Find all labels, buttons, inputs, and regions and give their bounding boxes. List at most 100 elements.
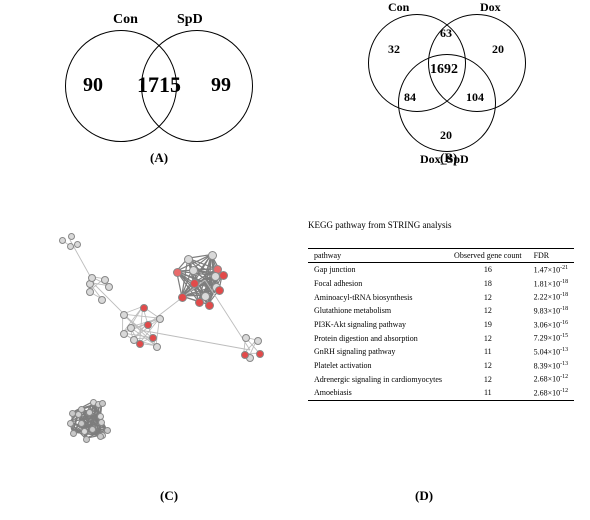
venn-b-count-con-dox: 63 [440,26,452,41]
kegg-cell-count: 12 [448,331,528,345]
kegg-cell-pathway: PI3K-Akt signaling pathway [308,318,448,332]
network-node [98,419,105,426]
kegg-cell-fdr: 8.39×10-13 [528,359,575,373]
kegg-row: Aminoacyl-tRNA biosynthesis122.22×10-18 [308,290,574,304]
network-node [242,334,250,342]
kegg-header-row: pathway Observed gene count FDR [308,249,574,263]
network-nodes-layer [30,200,290,470]
kegg-cell-count: 12 [448,359,528,373]
kegg-cell-pathway: Amoebiasis [308,386,448,400]
network-node [120,330,128,338]
kegg-cell-fdr: 2.22×10-18 [528,290,575,304]
panel-c-network [30,200,290,470]
kegg-cell-pathway: GnRH signaling pathway [308,345,448,359]
kegg-cell-pathway: Platelet activation [308,359,448,373]
kegg-cell-fdr: 5.04×10-13 [528,345,575,359]
kegg-cell-fdr: 1.47×10-21 [528,263,575,277]
network-node [256,350,264,358]
network-node [241,351,249,359]
kegg-cell-pathway: Adrenergic signaling in cardiomyocytes [308,372,448,386]
network-node [89,426,96,433]
kegg-row: Gap junction161.47×10-21 [308,263,574,277]
kegg-row: Protein digestion and absorption127.29×1… [308,331,574,345]
network-node [120,311,128,319]
venn-b-label-con: Con [388,0,409,15]
kegg-cell-pathway: Gap junction [308,263,448,277]
network-node [74,241,81,248]
kegg-cell-pathway: Protein digestion and absorption [308,331,448,345]
network-node [195,298,204,307]
network-node [127,324,135,332]
network-node [190,279,199,288]
kegg-cell-count: 18 [448,277,528,291]
network-node [98,296,106,304]
panel-c-label: (C) [160,488,178,504]
network-node [153,343,161,351]
kegg-table: pathway Observed gene count FDR Gap junc… [308,248,574,401]
network-node [86,288,94,296]
kegg-title: KEGG pathway from STRING analysis [308,220,583,230]
kegg-cell-fdr: 2.68×10-12 [528,372,575,386]
network-node [205,301,214,310]
network-node [81,428,88,435]
kegg-row: Focal adhesion181.81×10-18 [308,277,574,291]
network-node [208,251,217,260]
kegg-cell-fdr: 1.81×10-18 [528,277,575,291]
kegg-cell-count: 16 [448,263,528,277]
venn-a-count-intersection: 1715 [137,72,181,98]
kegg-cell-pathway: Focal adhesion [308,277,448,291]
venn2: Con SpD 90 1715 99 [55,12,265,142]
venn-a-count-right: 99 [211,74,231,97]
panel-b-label: (B) [440,150,457,166]
network-node [78,420,85,427]
kegg-row: GnRH signaling pathway115.04×10-13 [308,345,574,359]
network-node [215,286,224,295]
kegg-cell-count: 12 [448,372,528,386]
network-node [83,436,90,443]
venn-a-count-left: 90 [83,74,103,97]
panel-b-venn: Con Dox Dox_SpD 32 20 20 63 84 104 1692 [350,2,550,162]
network-node [67,243,74,250]
kegg-cell-count: 11 [448,345,528,359]
network-node [105,283,113,291]
venn-b-count-dox-doxspd: 104 [466,90,484,105]
venn-b-count-con: 32 [388,42,400,57]
venn-b-count-all: 1692 [430,62,458,78]
kegg-row: Platelet activation128.39×10-13 [308,359,574,373]
venn-b-label-dox: Dox [480,0,501,15]
network-node [184,255,193,264]
network-node [86,409,93,416]
network-node [189,266,198,275]
venn-b-count-doxspd: 20 [440,128,452,143]
network-node [254,337,262,345]
network-node [144,321,152,329]
network-node [70,430,77,437]
kegg-cell-fdr: 7.29×10-15 [528,331,575,345]
venn-a-label-left: Con [113,12,138,28]
network-node [78,406,85,413]
kegg-cell-pathway: Aminoacyl-tRNA biosynthesis [308,290,448,304]
panel-a-label: (A) [150,150,168,166]
kegg-cell-fdr: 3.06×10-16 [528,318,575,332]
network-node [149,334,157,342]
panel-a-venn: Con SpD 90 1715 99 [55,12,265,142]
network-node [156,315,164,323]
network-node [97,433,104,440]
venn3: Con Dox Dox_SpD 32 20 20 63 84 104 1692 [350,2,550,172]
kegg-col-count: Observed gene count [448,249,528,263]
venn-a-label-right: SpD [177,12,203,28]
network-node [173,268,182,277]
kegg-cell-count: 12 [448,290,528,304]
network-node [101,276,109,284]
network-node [59,237,66,244]
network-node [99,400,106,407]
venn-b-count-dox: 20 [492,42,504,57]
network-node [178,293,187,302]
panel-d-label: (D) [415,488,433,504]
kegg-cell-count: 12 [448,304,528,318]
kegg-row: Glutathione metabolism129.83×10-18 [308,304,574,318]
kegg-col-pathway: pathway [308,249,448,263]
kegg-cell-fdr: 2.68×10-12 [528,386,575,400]
panel-d-kegg: KEGG pathway from STRING analysis pathwa… [308,220,583,401]
kegg-cell-pathway: Glutathione metabolism [308,304,448,318]
